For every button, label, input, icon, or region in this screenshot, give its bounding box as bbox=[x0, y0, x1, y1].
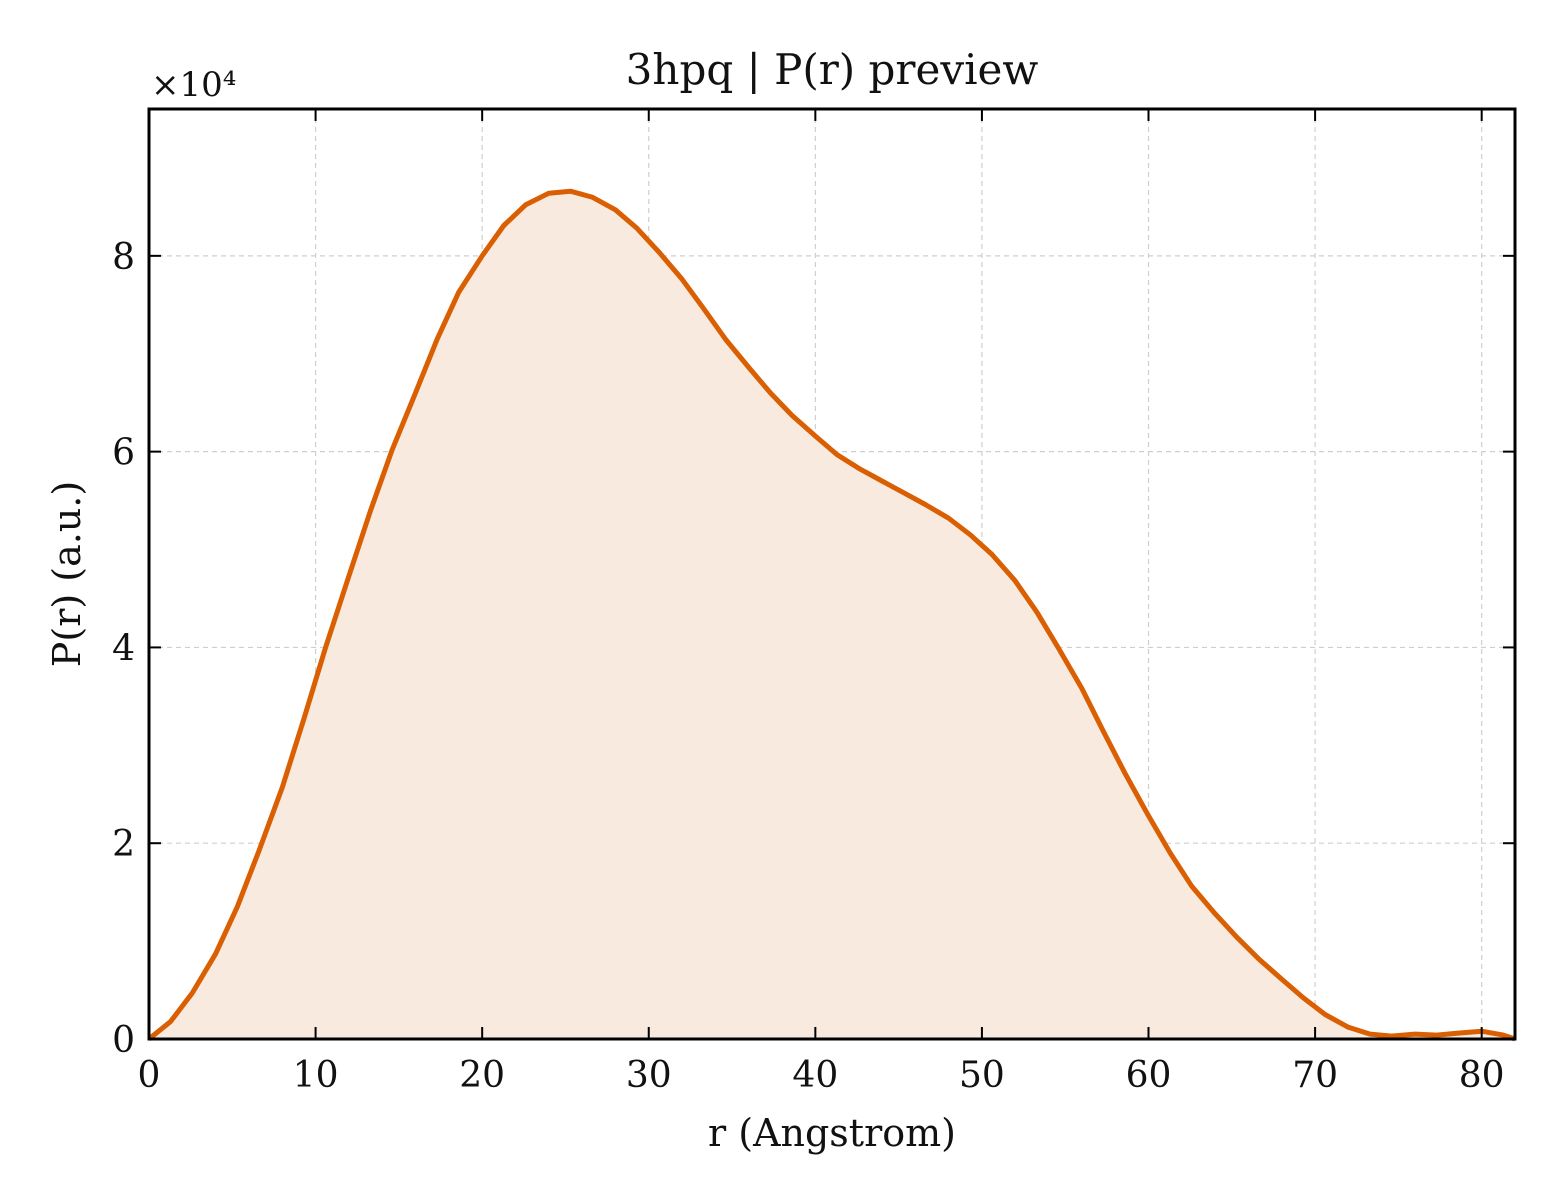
x-axis-label: r (Angstrom) bbox=[708, 1111, 956, 1155]
x-tick-label: 10 bbox=[293, 1055, 339, 1096]
ticks-layer: 0 10 20 30 40 50 60 70 80 0 2 4 6 8 bbox=[112, 109, 1515, 1096]
x-tick-label: 70 bbox=[1292, 1055, 1338, 1096]
x-tick-label: 50 bbox=[959, 1055, 1005, 1096]
plot-frame bbox=[147, 107, 1517, 1041]
x-tick-label: 20 bbox=[459, 1055, 505, 1096]
x-tick-label: 0 bbox=[138, 1055, 161, 1096]
x-tick-label: 30 bbox=[626, 1055, 672, 1096]
y-tick-label: 0 bbox=[112, 1020, 135, 1061]
y-tick-label: 6 bbox=[112, 433, 135, 474]
x-tick-label: 80 bbox=[1459, 1055, 1505, 1096]
series-layer bbox=[147, 188, 1516, 1042]
x-tick-label: 40 bbox=[792, 1055, 838, 1096]
y-tick-label: 8 bbox=[112, 237, 135, 278]
y-tick-label: 2 bbox=[112, 824, 135, 865]
pr-curve bbox=[147, 188, 1516, 1042]
y-multiplier-label: ×10⁴ bbox=[151, 65, 236, 105]
chart-title: 3hpq | P(r) preview bbox=[626, 45, 1039, 94]
pr-area-fill bbox=[149, 191, 1515, 1039]
x-tick-label: 60 bbox=[1126, 1055, 1172, 1096]
y-tick-label: 4 bbox=[112, 628, 135, 669]
y-axis-label: P(r) (a.u.) bbox=[45, 481, 89, 667]
